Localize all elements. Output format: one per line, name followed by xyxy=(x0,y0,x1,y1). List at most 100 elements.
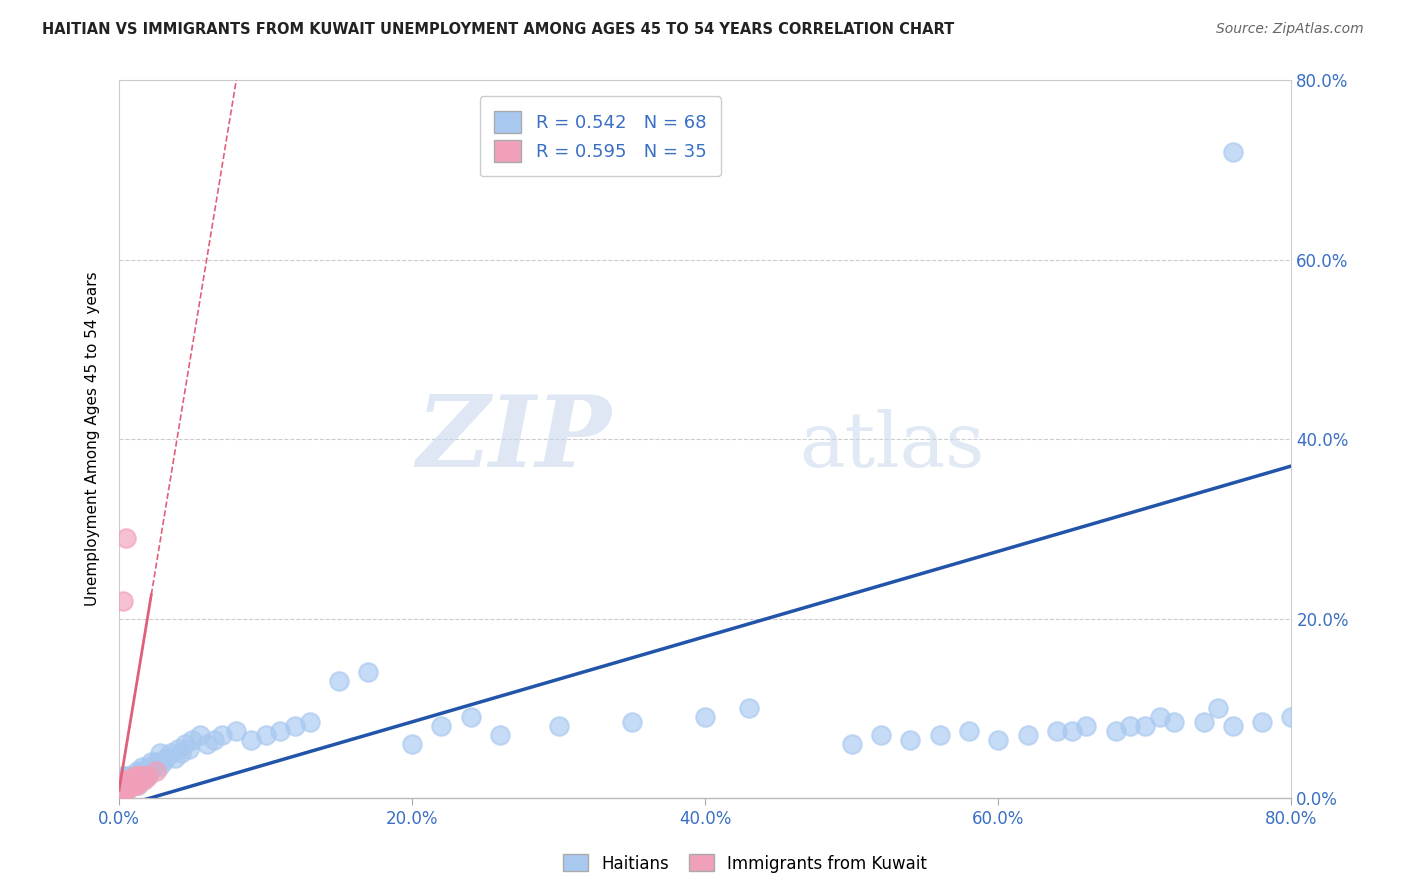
Point xyxy=(1251,714,1274,729)
Point xyxy=(357,665,380,680)
Point xyxy=(1133,719,1156,733)
Point xyxy=(957,723,980,738)
Point xyxy=(115,769,138,783)
Point xyxy=(489,728,512,742)
Point xyxy=(547,719,569,733)
Point xyxy=(117,782,139,797)
Point xyxy=(122,773,145,788)
Point xyxy=(124,769,146,783)
Point xyxy=(987,732,1010,747)
Point xyxy=(129,773,152,788)
Point xyxy=(163,750,186,764)
Point xyxy=(284,719,307,733)
Point xyxy=(195,737,218,751)
Point xyxy=(111,778,134,792)
Point xyxy=(128,769,150,783)
Point xyxy=(117,782,139,797)
Point xyxy=(118,773,141,788)
Point xyxy=(118,778,141,792)
Legend: Haitians, Immigrants from Kuwait: Haitians, Immigrants from Kuwait xyxy=(557,847,934,880)
Point xyxy=(111,773,134,788)
Point xyxy=(460,710,482,724)
Point xyxy=(112,782,135,797)
Point xyxy=(121,773,143,788)
Point xyxy=(900,732,922,747)
Point xyxy=(125,773,148,788)
Point xyxy=(111,782,134,797)
Point xyxy=(120,778,142,792)
Point xyxy=(134,764,156,779)
Point xyxy=(117,773,139,788)
Text: HAITIAN VS IMMIGRANTS FROM KUWAIT UNEMPLOYMENT AMONG AGES 45 TO 54 YEARS CORRELA: HAITIAN VS IMMIGRANTS FROM KUWAIT UNEMPL… xyxy=(42,22,955,37)
Point xyxy=(152,756,174,770)
Point xyxy=(179,741,201,756)
Point xyxy=(141,756,163,770)
Point xyxy=(128,769,150,783)
Point xyxy=(118,778,141,792)
Point xyxy=(121,769,143,783)
Point xyxy=(115,773,138,788)
Text: atlas: atlas xyxy=(799,409,984,483)
Point xyxy=(1076,719,1098,733)
Point xyxy=(127,773,149,788)
Point xyxy=(298,714,321,729)
Point xyxy=(738,701,761,715)
Point xyxy=(132,769,155,783)
Point xyxy=(145,764,167,779)
Point xyxy=(122,778,145,792)
Point xyxy=(1104,723,1126,738)
Point xyxy=(112,593,135,607)
Point xyxy=(1222,719,1244,733)
Point xyxy=(430,719,453,733)
Point xyxy=(695,710,717,724)
Point xyxy=(928,728,950,742)
Point xyxy=(121,773,143,788)
Point xyxy=(145,756,167,770)
Point xyxy=(254,728,277,742)
Point xyxy=(125,769,148,783)
Point xyxy=(122,769,145,783)
Point xyxy=(127,769,149,783)
Point xyxy=(127,778,149,792)
Point xyxy=(169,746,191,760)
Point xyxy=(1163,714,1185,729)
Point xyxy=(124,778,146,792)
Point xyxy=(1060,723,1083,738)
Point xyxy=(1149,710,1171,724)
Point xyxy=(174,737,197,751)
Point xyxy=(139,764,162,779)
Point xyxy=(117,778,139,792)
Point xyxy=(131,760,153,774)
Point xyxy=(159,746,181,760)
Point xyxy=(181,732,204,747)
Point xyxy=(129,773,152,788)
Point xyxy=(1046,723,1069,738)
Point xyxy=(114,778,136,792)
Point xyxy=(114,773,136,788)
Point xyxy=(122,778,145,792)
Point xyxy=(142,760,165,774)
Point xyxy=(401,737,423,751)
Legend: R = 0.542   N = 68, R = 0.595   N = 35: R = 0.542 N = 68, R = 0.595 N = 35 xyxy=(479,96,721,177)
Point xyxy=(121,778,143,792)
Point xyxy=(188,728,211,742)
Point xyxy=(166,741,188,756)
Point xyxy=(118,769,141,783)
Point xyxy=(620,714,643,729)
Point xyxy=(115,778,138,792)
Point xyxy=(135,769,157,783)
Point xyxy=(125,764,148,779)
Point xyxy=(328,674,350,689)
Point xyxy=(112,778,135,792)
Point xyxy=(239,732,262,747)
Point xyxy=(112,782,135,797)
Point xyxy=(110,787,132,801)
Point xyxy=(211,728,233,742)
Point xyxy=(127,773,149,788)
Point xyxy=(111,778,134,792)
Point xyxy=(202,732,225,747)
Point xyxy=(841,737,863,751)
Text: ZIP: ZIP xyxy=(416,391,612,487)
Point xyxy=(120,773,142,788)
Point xyxy=(115,531,138,545)
